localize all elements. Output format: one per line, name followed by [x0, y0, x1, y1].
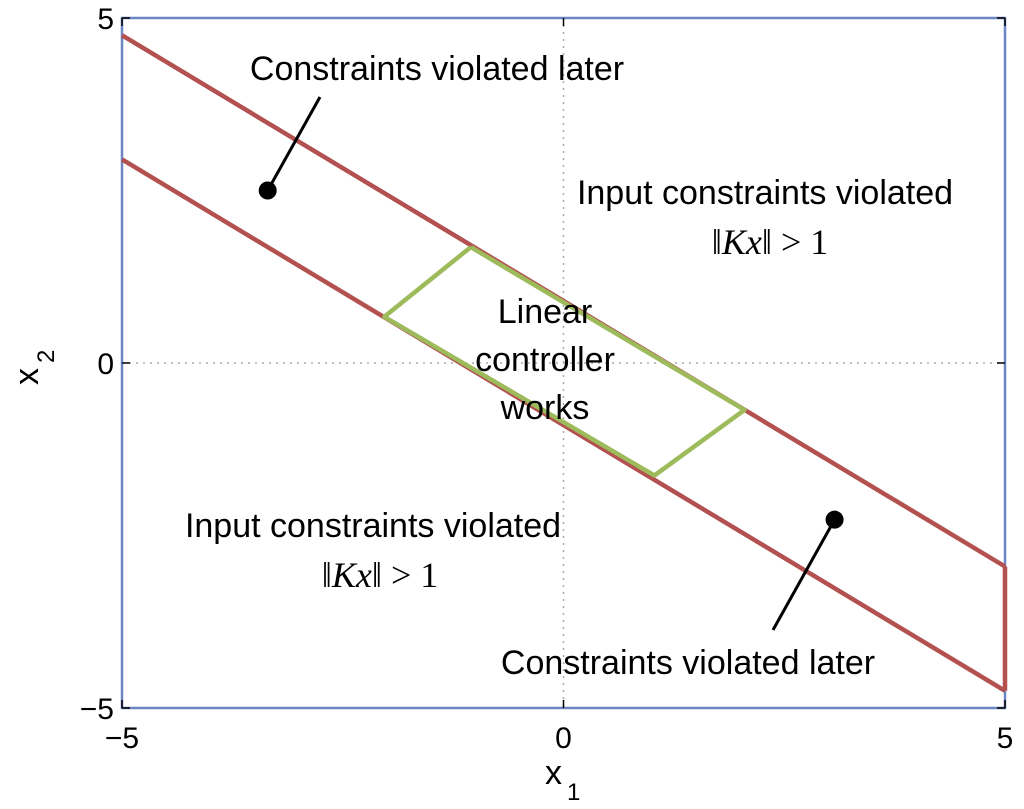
annotation-lower-left-line1: Input constraints violated	[185, 507, 561, 545]
y-tick-label: 5	[97, 3, 114, 36]
series-layer	[120, 33, 1008, 693]
annotation-center-line2: controller	[475, 341, 615, 379]
y-axis-label: x	[8, 368, 46, 385]
annotation-center-line3: works	[500, 389, 590, 427]
y-axis-label-sub: 2	[33, 350, 60, 363]
annotation-upper-right-math: ‖Kx‖ > 1	[712, 222, 829, 262]
annotation-center-line1: Linear	[498, 293, 593, 331]
series-linear-region	[382, 245, 747, 478]
y-tick-label: 0	[97, 348, 114, 381]
series-lower-constraint	[120, 157, 1007, 693]
pointer-top-left-line	[266, 96, 322, 192]
y-tick-label: −5	[80, 693, 114, 726]
x-axis-label: x	[545, 754, 562, 792]
x-tick-label: 5	[997, 722, 1014, 755]
annotation-lower-left-math: ‖Kx‖ > 1	[322, 555, 439, 595]
tick-layer: −5 0 5 −5 0 5	[80, 3, 1014, 755]
data-point-1	[258, 181, 277, 200]
x-tick-label: −5	[105, 722, 139, 755]
pointer-bottom-right-line	[771, 518, 836, 631]
x-tick-label: 0	[555, 722, 572, 755]
data-point-2	[825, 510, 844, 529]
x-axis-label-sub: 1	[567, 779, 580, 806]
annotation-bottom-right: Constraints violated later	[501, 644, 875, 682]
annotation-upper-right-line1: Input constraints violated	[577, 174, 953, 212]
annotation-top-left: Constraints violated later	[250, 50, 624, 88]
pointer-layer	[258, 96, 844, 631]
